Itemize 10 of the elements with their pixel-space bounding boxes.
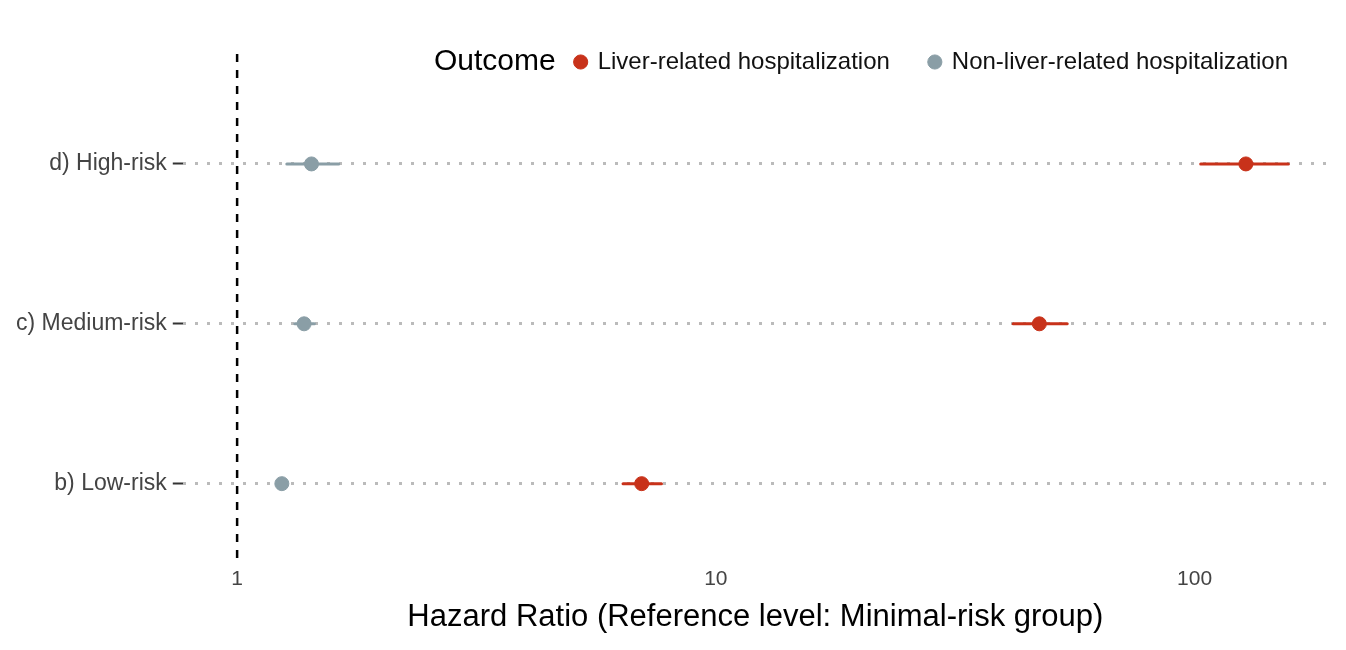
x-tick-label: 10 xyxy=(704,566,728,589)
legend-label: Liver-related hospitalization xyxy=(597,46,890,74)
y-tick-label: c) Medium-risk xyxy=(16,309,168,336)
x-tick-label: 100 xyxy=(1177,566,1213,589)
y-tick-label: b) Low-risk xyxy=(54,469,168,496)
legend-label: Non-liver-related hospitalization xyxy=(951,46,1289,74)
legend-title: Outcome xyxy=(433,43,556,77)
x-axis-title: Hazard Ratio (Reference level: Minimal-risk group) xyxy=(407,597,1104,633)
y-tick-label: d) High-risk xyxy=(49,149,168,176)
x-tick-label: 1 xyxy=(231,566,243,589)
